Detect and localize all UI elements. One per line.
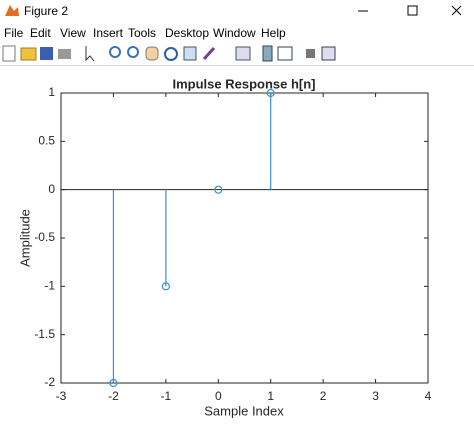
y-axis-label: Amplitude <box>17 209 32 267</box>
y-tick-label: -0.5 <box>34 230 55 244</box>
menu-item[interactable]: Insert <box>93 26 124 40</box>
menu-bar: File Edit View Insert Tools Desktop Wind… <box>0 24 474 42</box>
x-tick-label: -1 <box>161 389 172 403</box>
pointer-button[interactable] <box>85 46 95 62</box>
title-bar: Figure 2 <box>0 0 474 22</box>
axes-box <box>60 92 429 384</box>
new-button[interactable] <box>2 45 16 62</box>
menu-item[interactable]: Desktop <box>165 26 210 40</box>
datatip-button[interactable] <box>183 46 197 61</box>
x-tick-label: 3 <box>372 389 379 403</box>
stem-marker <box>109 378 118 388</box>
save-button[interactable] <box>40 47 53 60</box>
pan-button[interactable] <box>145 46 159 61</box>
open-button[interactable] <box>20 47 37 61</box>
x-axis-label: Sample Index <box>204 403 284 418</box>
x-tick-label: -2 <box>108 389 119 403</box>
x-tick-label: 1 <box>267 389 274 403</box>
close-button[interactable] <box>451 5 462 16</box>
menu-item[interactable]: Window <box>213 26 256 40</box>
hide-tools-button[interactable] <box>306 49 315 58</box>
brush-button[interactable] <box>202 46 216 61</box>
toolbar <box>0 43 474 66</box>
x-tick-label: -3 <box>56 389 67 403</box>
y-tick-label: 0 <box>48 182 55 196</box>
maximize-button[interactable] <box>407 5 418 16</box>
menu-item[interactable]: View <box>60 26 86 40</box>
dock-button[interactable] <box>321 46 336 61</box>
toolbar-icons <box>2 45 336 62</box>
title-bar-graphics <box>5 5 462 16</box>
y-tick-label: 0.5 <box>38 134 55 148</box>
x-tick-label: 4 <box>425 389 432 403</box>
zoom-out-button[interactable] <box>127 46 139 58</box>
window-title: Figure 2 <box>24 4 69 18</box>
stem-marker <box>266 88 275 98</box>
chart-title: Impulse Response h[n] <box>172 76 315 91</box>
menu-item[interactable]: Edit <box>30 26 51 40</box>
menu-item[interactable]: Tools <box>128 26 157 40</box>
stem-marker <box>214 185 223 194</box>
legend-button[interactable] <box>277 46 293 61</box>
y-tick-label: -2 <box>44 375 55 389</box>
menu-item[interactable]: File <box>4 26 24 40</box>
app-icon <box>5 5 19 16</box>
rotate-button[interactable] <box>164 47 178 61</box>
menu-item[interactable]: Help <box>261 26 286 40</box>
print-button[interactable] <box>58 49 71 59</box>
y-tick-label: -1.5 <box>34 327 55 341</box>
link-button[interactable] <box>235 46 251 61</box>
zoom-in-button[interactable] <box>109 46 121 58</box>
stem-marker <box>161 282 170 291</box>
y-tick-label: -1 <box>44 279 55 293</box>
x-tick-label: 0 <box>215 389 222 403</box>
colorbar-button[interactable] <box>262 45 273 62</box>
x-tick-label: 2 <box>320 389 327 403</box>
chart: Impulse Response h[n] Sample Index Ampli… <box>17 76 432 418</box>
y-tick-label: 1 <box>48 85 55 99</box>
